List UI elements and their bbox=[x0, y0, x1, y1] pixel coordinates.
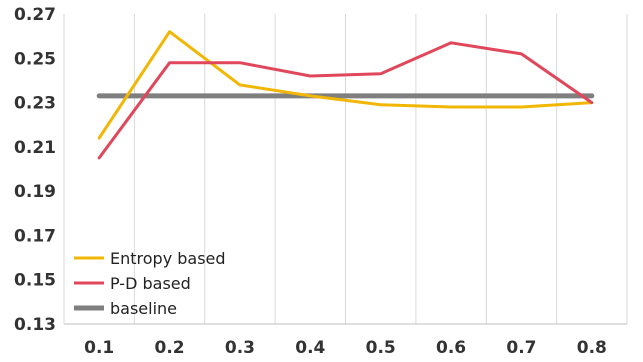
x-tick-label: 0.6 bbox=[436, 338, 466, 358]
legend-label: baseline bbox=[110, 299, 177, 318]
x-tick-labels: 0.1 0.2 0.3 0.4 0.5 0.6 0.7 0.8 bbox=[84, 338, 607, 358]
series-lines bbox=[96, 30, 595, 160]
y-tick-label: 0.19 bbox=[14, 182, 56, 202]
x-tick-label: 0.7 bbox=[506, 338, 536, 358]
axes bbox=[63, 14, 627, 325]
series-line-p-d-based bbox=[97, 41, 594, 160]
x-tick-label: 0.4 bbox=[295, 338, 325, 358]
grid-lines bbox=[63, 14, 628, 324]
y-tick-label: 0.15 bbox=[14, 271, 56, 291]
y-tick-labels: 0.13 0.15 0.17 0.19 0.21 0.23 0.25 0.27 bbox=[14, 5, 56, 335]
x-tick-label: 0.1 bbox=[84, 338, 114, 358]
x-tick-label: 0.3 bbox=[225, 338, 255, 358]
x-tick-label: 0.5 bbox=[366, 338, 396, 358]
legend: Entropy based P-D based baseline bbox=[74, 249, 226, 318]
legend-label: P-D based bbox=[110, 274, 191, 293]
x-tick-label: 0.8 bbox=[577, 338, 607, 358]
y-tick-label: 0.17 bbox=[14, 226, 56, 246]
y-tick-label: 0.25 bbox=[14, 49, 56, 69]
y-tick-label: 0.23 bbox=[14, 94, 56, 114]
x-tick-label: 0.2 bbox=[155, 338, 185, 358]
series-line-entropy-based bbox=[97, 30, 594, 140]
y-tick-label: 0.21 bbox=[14, 138, 56, 158]
y-tick-label: 0.27 bbox=[14, 5, 56, 25]
y-tick-label: 0.13 bbox=[14, 315, 56, 335]
legend-label: Entropy based bbox=[110, 249, 226, 268]
